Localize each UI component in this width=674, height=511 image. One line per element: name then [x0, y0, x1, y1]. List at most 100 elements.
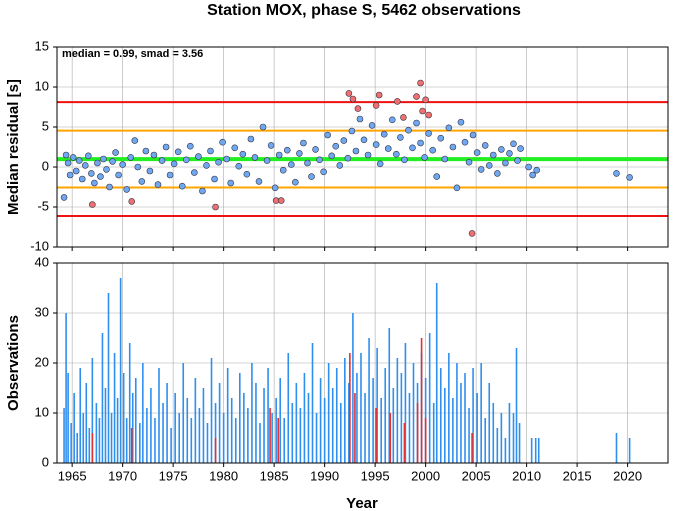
- bar: [178, 413, 180, 463]
- x-tick-label: 1990: [310, 468, 339, 483]
- bar: [65, 313, 67, 463]
- y-tick-label: 5: [42, 118, 49, 133]
- y-tick-label: 10: [35, 404, 49, 419]
- bar: [198, 408, 201, 463]
- point: [417, 139, 424, 147]
- bar: [448, 353, 450, 463]
- point: [506, 150, 513, 157]
- point: [131, 137, 139, 144]
- point: [401, 156, 408, 164]
- point: [89, 201, 96, 208]
- point: [60, 194, 68, 201]
- point: [154, 181, 162, 188]
- x-tick-label: 1995: [361, 468, 390, 483]
- point: [75, 157, 83, 164]
- point: [255, 178, 263, 185]
- bar: [472, 368, 474, 463]
- point: [502, 159, 509, 167]
- point: [91, 179, 98, 187]
- bar: [530, 438, 533, 463]
- point: [419, 107, 426, 115]
- point: [72, 167, 80, 175]
- x-tick-label: 1980: [209, 468, 238, 483]
- point: [468, 230, 476, 237]
- point: [364, 151, 372, 159]
- bar: [452, 398, 454, 463]
- point: [207, 147, 214, 155]
- bar: [70, 423, 72, 463]
- point: [259, 123, 267, 131]
- point: [613, 170, 620, 177]
- bar: [263, 388, 265, 463]
- point: [372, 102, 380, 109]
- point: [360, 136, 368, 144]
- bar: [125, 418, 128, 463]
- bar: [303, 373, 306, 463]
- bar: [307, 393, 310, 463]
- bar: [267, 368, 269, 463]
- x-tick-label: 2015: [563, 468, 592, 483]
- point: [453, 184, 461, 192]
- point: [103, 166, 110, 173]
- bar: [412, 363, 415, 463]
- point: [344, 154, 352, 162]
- point: [529, 171, 536, 179]
- point: [348, 127, 356, 135]
- point: [78, 175, 86, 183]
- x-axis-label: Year: [346, 495, 378, 511]
- point: [203, 162, 210, 169]
- bar: [508, 403, 511, 463]
- point: [288, 161, 295, 168]
- point: [425, 130, 432, 137]
- y-axis-label: Median residual [s]: [5, 79, 22, 215]
- bar: [214, 403, 217, 463]
- bar: [311, 343, 314, 463]
- x-tick-label: 1985: [260, 468, 289, 483]
- bar: [104, 388, 107, 463]
- bar: [226, 368, 229, 463]
- bar: [420, 338, 423, 463]
- bar: [339, 403, 342, 463]
- y-tick-label: 20: [35, 354, 49, 369]
- bar: [277, 418, 279, 463]
- plot-frame: [56, 262, 669, 464]
- x-tick-label: 1975: [159, 468, 188, 483]
- point: [352, 147, 360, 155]
- bar: [344, 358, 346, 463]
- bar: [464, 373, 466, 463]
- point: [422, 96, 429, 104]
- point: [328, 152, 335, 160]
- x-tick-label: 2000: [411, 468, 440, 483]
- point: [247, 135, 255, 143]
- point: [212, 203, 219, 211]
- y-tick-label: -10: [30, 238, 49, 253]
- point: [457, 118, 465, 126]
- bar: [299, 408, 302, 463]
- bar: [368, 338, 370, 463]
- bar: [194, 378, 197, 463]
- point: [69, 154, 77, 161]
- annotation: median = 0.99, smad = 3.56: [62, 48, 203, 60]
- point: [81, 162, 89, 169]
- point: [85, 152, 92, 160]
- point: [62, 151, 70, 159]
- bar: [492, 403, 495, 463]
- point: [187, 142, 194, 150]
- point: [417, 79, 424, 87]
- point: [376, 160, 384, 168]
- bar: [91, 358, 94, 463]
- point: [409, 144, 416, 152]
- bar: [214, 438, 217, 463]
- bar: [315, 413, 318, 463]
- bar: [85, 383, 88, 463]
- point: [88, 170, 95, 177]
- x-tick-label: 2020: [613, 468, 642, 483]
- bar: [444, 388, 446, 463]
- point: [626, 174, 633, 181]
- point: [279, 166, 287, 174]
- bar: [439, 368, 442, 463]
- point: [263, 157, 271, 164]
- y-tick-label: 30: [35, 304, 49, 319]
- point: [112, 149, 119, 156]
- point: [219, 138, 226, 146]
